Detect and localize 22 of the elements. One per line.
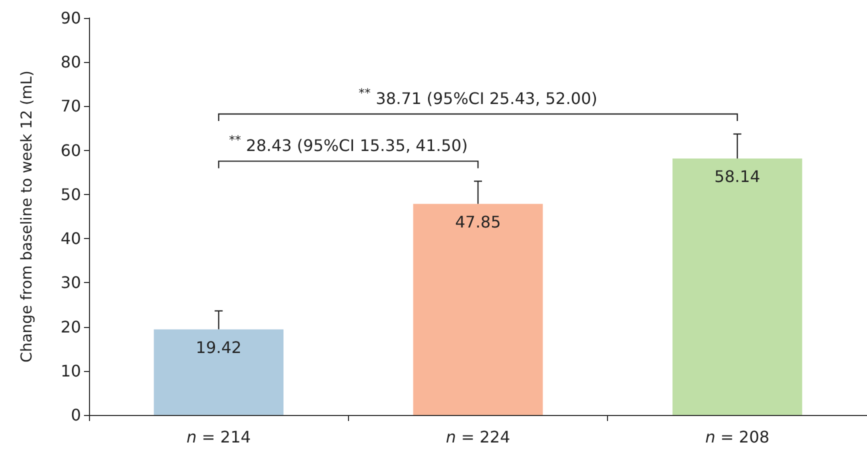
x-tick-label: n = 214 (186, 428, 251, 446)
y-tick-label: 50 (60, 184, 81, 204)
y-tick-label: 30 (60, 273, 81, 292)
y-tick-label: 70 (60, 96, 81, 116)
y-tick-label: 40 (60, 229, 81, 248)
x-tick-label: n = 208 (705, 428, 770, 446)
data-label: 19.42 (196, 338, 242, 357)
y-tick-label: 80 (60, 52, 81, 72)
bar (413, 204, 543, 415)
annotation: $^{**}$ 28.43 (95%CI 15.35, 41.50) (228, 133, 468, 156)
y-tick-label: 20 (60, 317, 81, 336)
y-tick-label: 90 (60, 8, 81, 28)
y-tick-label: 0 (70, 406, 81, 424)
y-axis-title: Change from baseline to week 12 (mL) (18, 70, 36, 363)
annotation: $^{**}$ 38.71 (95%CI 25.43, 52.00) (358, 86, 598, 108)
y-tick-label: 10 (60, 361, 81, 380)
x-tick-label: n = 224 (446, 428, 510, 446)
bar (154, 329, 284, 415)
y-tick-label: 60 (60, 140, 81, 160)
data-label: 58.14 (714, 167, 760, 186)
data-label: 47.85 (455, 212, 501, 232)
bar (672, 158, 802, 415)
